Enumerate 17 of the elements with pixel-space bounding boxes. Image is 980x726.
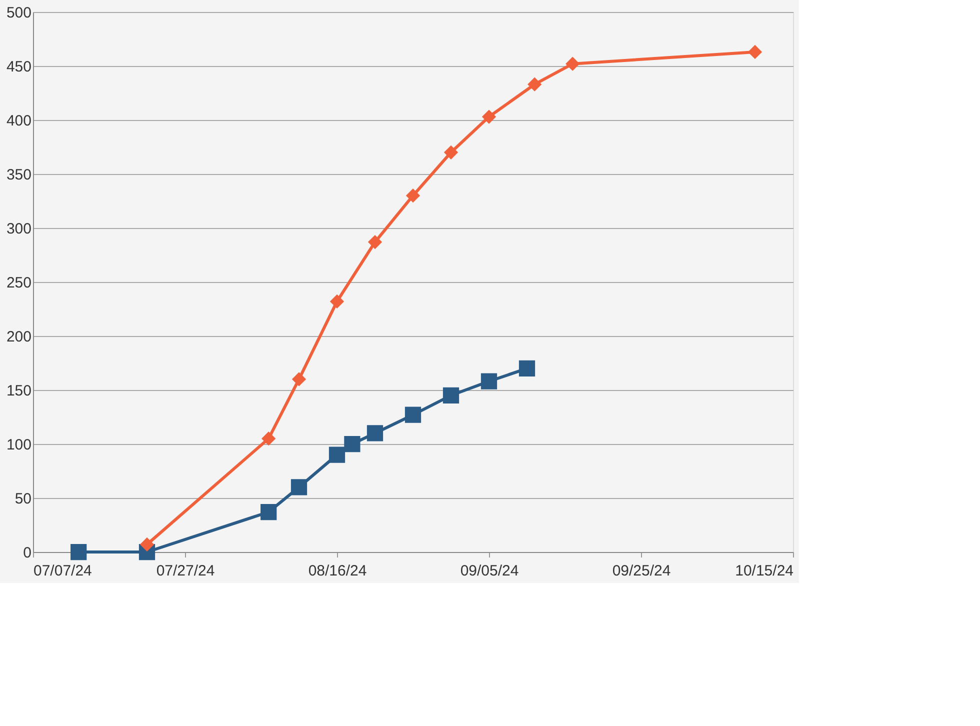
y-tick-label: 300 [6, 220, 32, 238]
y-tick-label: 250 [6, 274, 32, 292]
x-tick-label: 09/05/24 [460, 562, 519, 580]
x-tick-label: 10/15/24 [735, 562, 794, 580]
y-tick-label: 0 [23, 544, 32, 562]
x-tick-label: 07/07/24 [34, 562, 92, 580]
y-tick-label: 450 [6, 58, 32, 76]
y-tick-label: 400 [6, 112, 32, 130]
x-tick-label: 09/25/24 [612, 562, 671, 580]
x-tick-label: 08/16/24 [308, 562, 367, 580]
y-tick-label: 150 [6, 382, 32, 400]
y-tick-label: 100 [6, 436, 32, 454]
x-tick-label: 07/27/24 [156, 562, 215, 580]
y-tick-label: 50 [14, 490, 32, 508]
y-tick-label: 350 [6, 166, 32, 184]
y-tick-label: 200 [6, 328, 32, 346]
y-tick-label: 500 [6, 4, 32, 22]
